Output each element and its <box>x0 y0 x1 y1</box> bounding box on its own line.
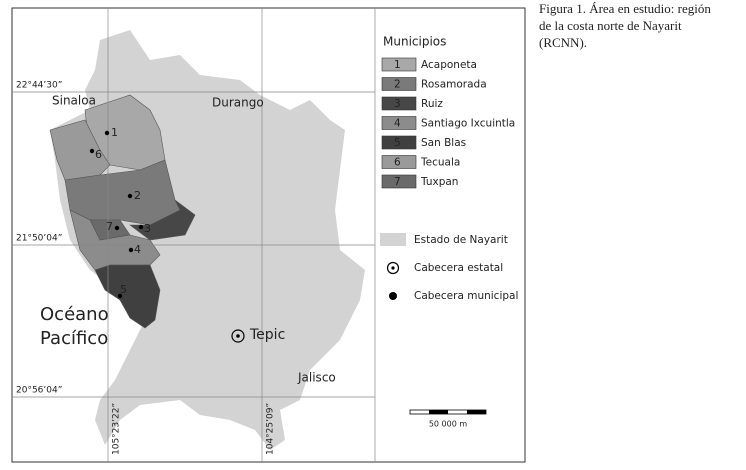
seat-dot <box>89 148 95 154</box>
seat-label: 3 <box>144 222 151 235</box>
legend-label: Tuxpan <box>420 176 458 188</box>
legend-label: Acaponeta <box>421 59 477 71</box>
legend-swatch <box>381 57 417 72</box>
legend-swatch <box>381 155 417 169</box>
legend-symbol <box>391 266 395 270</box>
place-label: Tepic <box>249 327 285 343</box>
seat-dot <box>114 225 120 231</box>
seat-dot <box>104 130 110 136</box>
latitude-label: 20°56’04” <box>16 386 62 396</box>
legend-label: Santiago Ixcuintla <box>421 118 515 130</box>
place-label: Jalisco <box>297 371 336 385</box>
legend-number: 2 <box>394 79 401 91</box>
map-frame <box>11 7 526 463</box>
caption-line: (RCNN). <box>539 35 587 50</box>
seat-label: 6 <box>95 148 102 161</box>
legend-swatch <box>381 77 417 91</box>
seat-label: 1 <box>111 126 118 139</box>
legend-number: 5 <box>394 137 401 149</box>
state-capital <box>231 329 245 343</box>
seat-dot <box>138 224 144 230</box>
seat-dot <box>117 293 123 299</box>
legend-swatch <box>381 174 417 189</box>
legend-symbol <box>386 261 400 275</box>
santiago-ixcuintla <box>69 209 161 271</box>
seat-label: 4 <box>134 243 141 256</box>
legend-label: San Blas <box>421 137 466 149</box>
seat-dot <box>127 193 133 199</box>
ruiz <box>129 199 196 241</box>
legend-title: Municipios <box>383 35 446 49</box>
legend-swatch <box>380 233 406 246</box>
legend: 1 Acaponeta 2 Rosamorada 3 Ruiz 4 Santiago Ixcu… <box>381 57 515 189</box>
legend-label: Rosamorada <box>421 79 487 91</box>
scale-label: 50 000 m <box>429 420 468 429</box>
seat-label: 7 <box>106 220 113 233</box>
place-label: Océano <box>40 304 109 325</box>
san-blas <box>94 264 161 329</box>
legend-label: Cabecera estatal <box>414 262 503 274</box>
seat-label: 5 <box>120 283 127 296</box>
latitude-label: 21°50’04” <box>16 234 62 244</box>
caption-line: Figura 1. Área en estudio: región <box>539 1 711 16</box>
scale-bar <box>467 410 486 414</box>
legend-label: Estado de Nayarit <box>414 234 508 246</box>
legend-label: Tecuala <box>420 157 460 169</box>
place-label: Pacífico <box>40 328 108 349</box>
legend-swatch <box>381 96 417 111</box>
seat-label: 2 <box>134 189 141 202</box>
legend-number: 4 <box>394 118 401 130</box>
seat-dot <box>128 247 134 253</box>
state-capital-dot <box>236 334 240 338</box>
legend-symbol <box>389 292 397 300</box>
legend-label: Cabecera municipal <box>414 290 518 302</box>
legend-number: 6 <box>394 157 401 169</box>
legend-number: 7 <box>394 176 401 188</box>
scale-bar <box>429 410 448 414</box>
place-label: Sinaloa <box>52 94 96 108</box>
municipal-seats: 1 6 2 7 3 4 5 <box>89 126 151 299</box>
legend-label: Ruiz <box>421 98 443 110</box>
legend-swatch <box>381 135 417 150</box>
tecuala <box>49 119 111 181</box>
legend-swatch <box>381 116 417 130</box>
latitude-label: 22°44’30” <box>16 81 62 91</box>
place-label: Durango <box>212 96 264 110</box>
caption-line: de la costa norte de Nayarit <box>539 18 682 33</box>
legend-number: 3 <box>394 98 401 110</box>
longitude-label: 105°23’22” <box>112 403 122 455</box>
legend-number: 1 <box>394 59 401 71</box>
longitude-label: 104°25’09” <box>266 403 276 455</box>
